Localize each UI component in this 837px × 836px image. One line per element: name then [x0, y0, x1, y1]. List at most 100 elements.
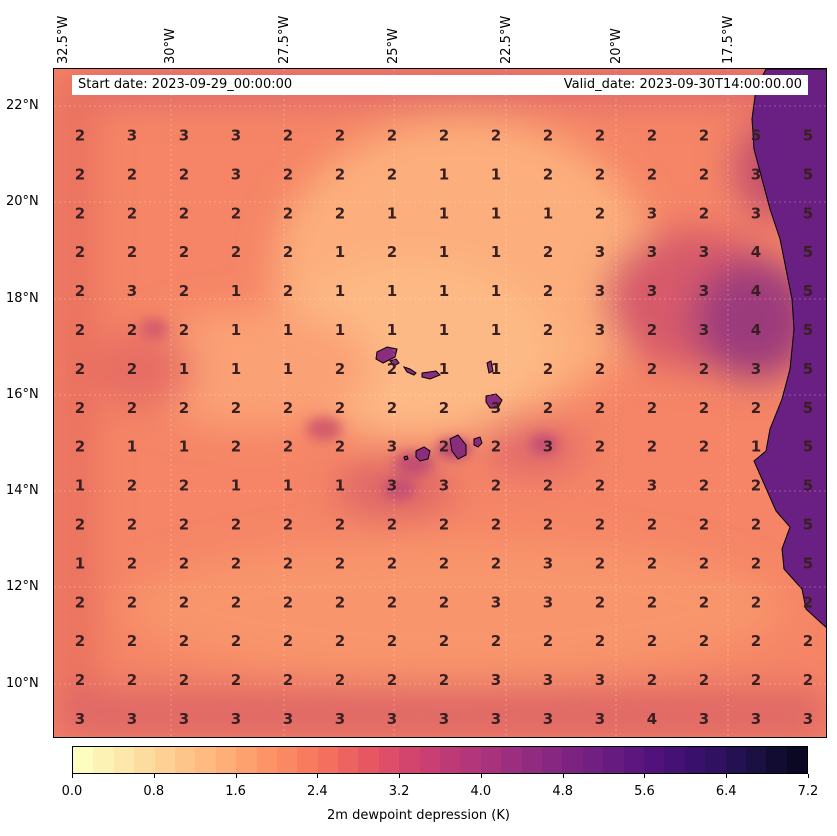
grid-value: 3 — [647, 477, 657, 495]
grid-value: 3 — [595, 282, 605, 300]
grid-value: 2 — [127, 165, 137, 183]
grid-value: 1 — [491, 165, 501, 183]
grid-value: 2 — [179, 554, 189, 572]
grid-value: 1 — [491, 360, 501, 378]
africa-landmass — [751, 69, 826, 628]
grid-value: 2 — [647, 593, 657, 611]
colorbar-tick-mark — [480, 774, 482, 778]
colorbar-segment — [705, 747, 726, 773]
grid-value: 2 — [75, 243, 85, 261]
grid-value: 2 — [699, 165, 709, 183]
grid-value: 2 — [387, 671, 397, 689]
lat-label-20N: 20°N — [6, 194, 39, 209]
colorbar-segment — [460, 747, 481, 773]
grid-value: 1 — [231, 360, 241, 378]
colorbar-tick-label: 5.6 — [634, 784, 655, 799]
field-detail-spot-d — [383, 479, 415, 499]
grid-value: 2 — [387, 632, 397, 650]
colorbar-tick-label: 4.8 — [552, 784, 573, 799]
grid-value: 2 — [699, 516, 709, 534]
map-panel: 3 3 3 3 3 3 3 3 3 3 3 4 3 3 3 2 2 2 2 2 2 2 2 3 3 3 2 2 2 2 2 2 2 2 2 2 2 2 2 2… — [53, 68, 827, 738]
colorbar-tick-mark — [562, 774, 564, 778]
grid-value: 2 — [751, 516, 761, 534]
grid-value: 3 — [751, 360, 761, 378]
grid-value: 2 — [283, 554, 293, 572]
colorbar-segment — [236, 747, 257, 773]
grid-value: 2 — [387, 554, 397, 572]
colorbar-tick-label: 6.4 — [715, 784, 737, 799]
grid-value: 2 — [595, 477, 605, 495]
grid-value: 2 — [179, 516, 189, 534]
grid-value: 1 — [491, 204, 501, 222]
island-fogo — [415, 446, 431, 462]
field-patch-west — [94, 329, 194, 409]
grid-value: 1 — [283, 360, 293, 378]
grid-value: 1 — [439, 360, 449, 378]
colorbar-segment — [745, 747, 767, 773]
grid-value: 2 — [231, 632, 241, 650]
grid-value: 1 — [439, 165, 449, 183]
grid-value: 5 — [751, 127, 761, 145]
colorbar-tick-mark — [644, 774, 646, 778]
grid-value: 5 — [803, 243, 813, 261]
grid-value: 1 — [335, 243, 345, 261]
colorbar-segment — [256, 747, 277, 773]
field-dry-band — [134, 309, 374, 429]
grid-value: 3 — [491, 399, 501, 417]
grid-value: 2 — [179, 165, 189, 183]
grid-value: 2 — [647, 438, 657, 456]
grid-value: 2 — [647, 399, 657, 417]
grid-value: 2 — [543, 632, 553, 650]
colorbar-tick-mark — [153, 774, 155, 778]
grid-value: 2 — [699, 477, 709, 495]
colorbar-segment — [93, 747, 114, 773]
grid-value: 2 — [179, 204, 189, 222]
grid-value: 5 — [803, 282, 813, 300]
grid-value: 2 — [75, 127, 85, 145]
grid-value: 2 — [127, 671, 137, 689]
grid-value: 2 — [387, 127, 397, 145]
grid-value: 2 — [231, 516, 241, 534]
colorbar-tick-label: 1.6 — [225, 784, 246, 799]
grid-value: 2 — [283, 438, 293, 456]
grid-value: 1 — [387, 282, 397, 300]
grid-value: 3 — [283, 710, 293, 728]
graticule — [54, 69, 826, 737]
grid-value: 2 — [283, 282, 293, 300]
grid-value: 2 — [127, 477, 137, 495]
grid-value: 2 — [647, 671, 657, 689]
colorbar-tick-mark — [399, 774, 401, 778]
grid-value: 4 — [751, 321, 761, 339]
grid-value: 3 — [439, 710, 449, 728]
lon-label-17.5W: 17.5°W — [721, 15, 736, 64]
grid-value: 2 — [699, 399, 709, 417]
grid-value: 3 — [751, 204, 761, 222]
grid-value: 5 — [803, 321, 813, 339]
grid-value: 1 — [335, 321, 345, 339]
colorbar — [72, 746, 808, 774]
grid-value: 2 — [647, 360, 657, 378]
colorbar-segment — [541, 747, 563, 773]
grid-value: 2 — [231, 204, 241, 222]
grid-value: 2 — [75, 204, 85, 222]
colorbar-tick-label: 4.0 — [470, 784, 492, 799]
colorbar-segment — [725, 747, 746, 773]
grid-value: 2 — [127, 321, 137, 339]
grid-value: 2 — [231, 671, 241, 689]
grid-value: 2 — [751, 593, 761, 611]
grid-value: 2 — [75, 282, 85, 300]
grid-value: 1 — [543, 204, 553, 222]
island-boa-vista-small — [421, 370, 441, 380]
grid-value: 1 — [75, 554, 85, 572]
grid-value: 3 — [751, 165, 761, 183]
dewpoint-depression-map: 3 3 3 3 3 3 3 3 3 3 3 4 3 3 3 2 2 2 2 2 2 2 2 3 3 3 2 2 2 2 2 2 2 2 2 2 2 2 2 2… — [54, 69, 826, 737]
field-detail-spot-e — [306, 417, 342, 441]
grid-value: 2 — [75, 321, 85, 339]
grid-value: 1 — [387, 321, 397, 339]
colorbar-segment — [195, 747, 216, 773]
grid-value: 3 — [491, 671, 501, 689]
lon-label-25W: 25°W — [386, 28, 401, 64]
grid-value: 2 — [595, 165, 605, 183]
island-boa-vista — [485, 393, 503, 409]
grid-value: 5 — [803, 438, 813, 456]
